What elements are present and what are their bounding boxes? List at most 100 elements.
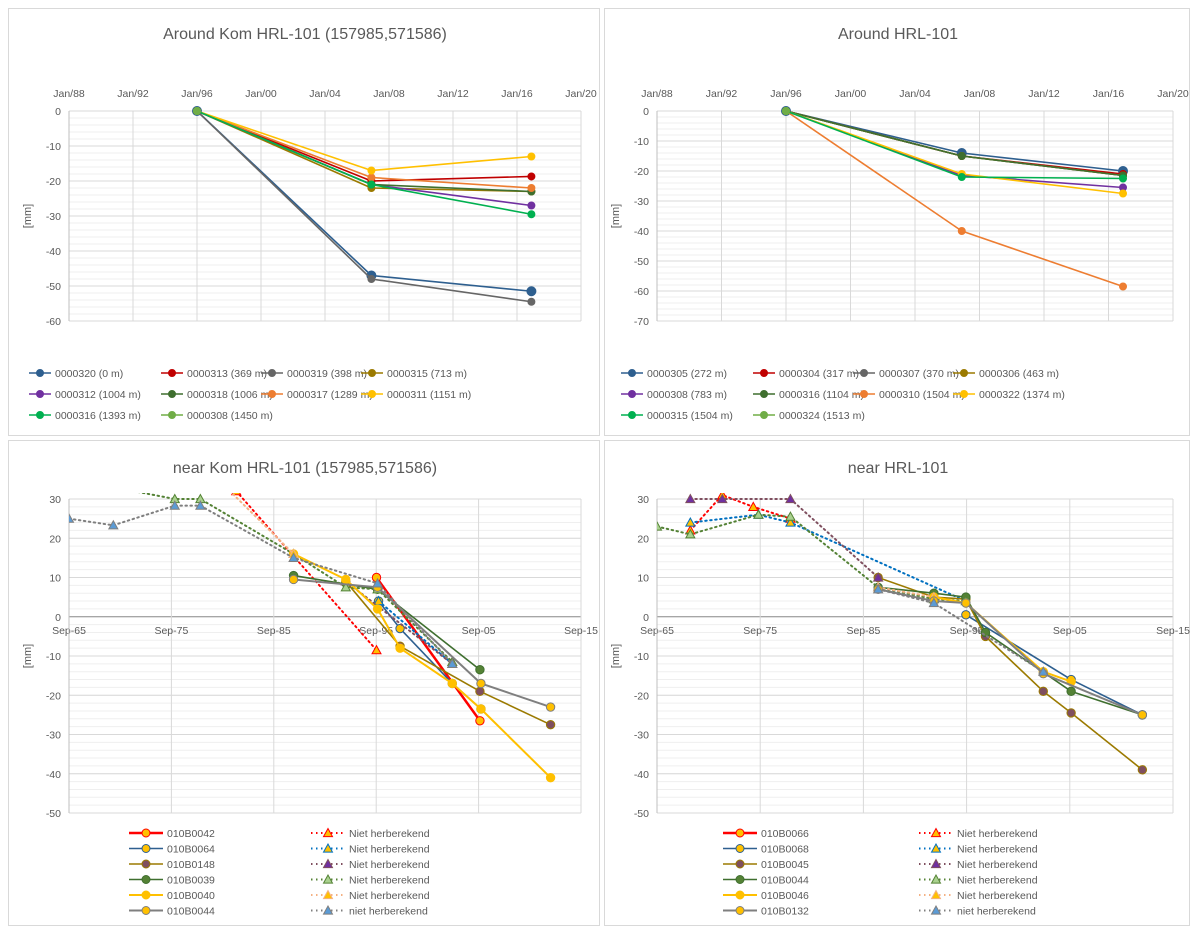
x-tick-label: Sep-85 <box>257 625 291 637</box>
series-7-point-legend <box>960 390 968 398</box>
x-tick-label: Sep-05 <box>462 625 496 637</box>
series-1-point-2 <box>747 501 759 511</box>
legend-label: 010B0042 <box>167 828 215 840</box>
series-3-line <box>377 600 454 665</box>
series-4-point-5 <box>1066 708 1076 718</box>
series-6 <box>782 107 1128 291</box>
y-axis-label: [mm] <box>610 644 622 668</box>
series-9-point-0 <box>782 107 790 115</box>
series-6-point-4 <box>1066 686 1076 697</box>
legend: 010B0042 Niet herberekend 010B0064 Niet her… <box>129 827 430 918</box>
chart-around-hrl-101: Around HRL-101 -70 -60 -50 -40 -30 -20 -10 0 Jan/… <box>610 26 1189 422</box>
x-tick-label: Jan/00 <box>835 88 867 100</box>
legend-item-10: 010B0132 <box>723 906 809 918</box>
legend-item-9: Niet herberekend <box>919 889 1038 902</box>
series-7 <box>193 107 536 175</box>
series-4-point-legend <box>141 859 151 869</box>
series-0-line <box>196 110 533 293</box>
legend-label: 0000311 (1151 m) <box>387 389 471 401</box>
series-8-point-1 <box>367 180 376 189</box>
y-tick-label: -20 <box>46 176 61 188</box>
series-2-point-legend <box>860 369 868 377</box>
legend-label: 0000318 (1006 m) <box>187 389 273 401</box>
series-1-point-1 <box>371 644 382 655</box>
series-3-point-legend <box>322 842 334 853</box>
series-11-point-4 <box>288 552 299 562</box>
series-1 <box>684 493 796 535</box>
legend-label: Niet herberekend <box>957 828 1038 840</box>
legend-label: 010B0148 <box>167 859 215 871</box>
series-11-point-6 <box>446 658 458 668</box>
chart-title: Around HRL-101 <box>838 26 958 43</box>
series-5-point-2 <box>785 493 796 504</box>
legend-label: 0000306 (463 m) <box>979 368 1059 380</box>
series-5-point-legend <box>168 390 176 398</box>
legend-item-1: 0000304 (317 m) <box>753 368 859 380</box>
series-4-point-4 <box>1038 686 1048 697</box>
series-5-line <box>196 110 533 193</box>
legend-label: 0000315 (713 m) <box>387 368 467 380</box>
series-7-point-legend <box>322 873 334 884</box>
series-9-point-legend <box>168 411 176 419</box>
series-0-point-legend <box>628 369 636 377</box>
legend-item-5: 0000316 (1104 m) <box>753 389 864 401</box>
x-tick-label: Jan/16 <box>501 88 533 100</box>
series-1-line <box>236 493 378 652</box>
series-5 <box>684 493 884 582</box>
legend-item-4: 010B0045 <box>723 859 809 871</box>
legend-item-4: 0000312 (1004 m) <box>29 389 141 401</box>
series-6-point-2 <box>527 184 536 192</box>
series-11-point-2 <box>1037 666 1049 676</box>
x-tick-label: Jan/92 <box>706 88 738 100</box>
series-3-line <box>196 110 533 193</box>
legend-label: niet herberekend <box>957 906 1036 918</box>
legend-label: 0000324 (1513 m) <box>779 410 865 422</box>
legend-label: 0000313 (369 m) <box>187 368 267 380</box>
chart-panel-near-kom: near Kom HRL-101 (157985,571586) -50 -40 -3… <box>8 440 600 926</box>
series-2-point-1 <box>395 623 405 634</box>
series-0-point-1 <box>475 716 485 726</box>
chart-title: near HRL-101 <box>848 460 949 477</box>
series-4 <box>873 572 1148 775</box>
legend-label: 010B0066 <box>761 828 809 840</box>
series-10-point-4 <box>1137 710 1148 720</box>
series-11-point-legend <box>322 904 334 915</box>
series-1-line <box>689 494 792 532</box>
legend-item-8: 0000315 (1504 m) <box>621 410 733 422</box>
chart-panel-around-kom: Around Kom HRL-101 (157985,571586) -60 -50… <box>8 8 600 436</box>
series-8-point-2 <box>1119 174 1128 183</box>
series-9 <box>782 107 790 115</box>
legend-item-1: 0000313 (369 m) <box>161 368 267 380</box>
legend: 0000320 (0 m) 0000313 (369 m) 0000319 (398… <box>29 368 471 422</box>
series-2-point-legend <box>268 369 276 377</box>
series-5-point-1 <box>716 493 728 504</box>
series-10 <box>873 584 1148 720</box>
series-4 <box>193 107 536 210</box>
legend-label: 0000307 (370 m) <box>879 368 959 380</box>
series-8-point-2 <box>527 210 536 219</box>
x-tick-label: Jan/88 <box>641 88 673 100</box>
series-1 <box>782 107 1128 178</box>
legend-label: 0000320 (0 m) <box>55 368 123 380</box>
series-4-point-legend <box>735 859 745 869</box>
series-8-point-3 <box>395 643 405 653</box>
series-3-point-0 <box>684 517 696 527</box>
legend-item-8: 0000316 (1393 m) <box>29 410 141 422</box>
series-9-point-legend <box>322 889 334 900</box>
series-11 <box>69 500 458 668</box>
series-0 <box>192 106 537 297</box>
series-7-line <box>196 110 533 172</box>
legend-label: 010B0044 <box>761 875 809 887</box>
legend-item-9: Niet herberekend <box>311 889 430 902</box>
legend-label: Niet herberekend <box>349 890 430 902</box>
series-1-point-2 <box>527 172 536 181</box>
series-11 <box>872 583 1049 676</box>
series-8-point-legend <box>36 411 44 419</box>
series-8-point-legend <box>141 890 151 900</box>
series-8 <box>193 107 536 219</box>
y-tick-label: -10 <box>634 136 649 148</box>
series-6-point-legend <box>141 875 151 884</box>
series-7-point-1 <box>367 166 376 175</box>
legend-item-8: 010B0040 <box>129 890 215 902</box>
series-5-point-0 <box>684 493 696 504</box>
